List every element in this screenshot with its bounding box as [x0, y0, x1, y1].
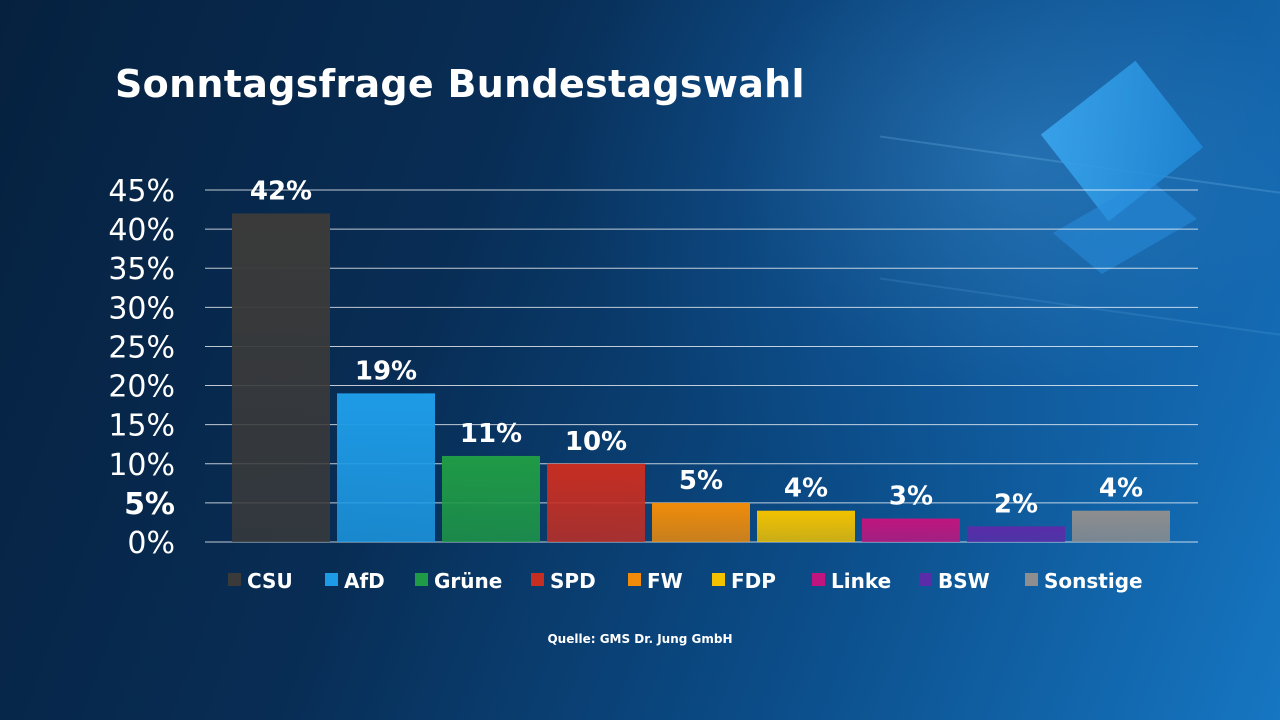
legend-label: Grüne	[434, 569, 502, 593]
y-tick-label: 45%	[108, 174, 175, 209]
data-label: 10%	[565, 427, 627, 457]
legend-swatch	[628, 573, 641, 586]
legend-label: Sonstige	[1044, 569, 1143, 593]
legend-swatch	[415, 573, 428, 586]
bar-bsw	[967, 526, 1065, 542]
legend-label: SPD	[550, 569, 596, 593]
y-tick-label: 10%	[108, 448, 175, 483]
y-tick-label: 15%	[108, 409, 175, 444]
y-tick-label: 0%	[127, 526, 175, 561]
background-glow	[560, 0, 1280, 520]
data-label: 4%	[1099, 474, 1143, 504]
data-label: 42%	[250, 176, 312, 206]
legend-label: FDP	[731, 569, 776, 593]
legend-swatch	[812, 573, 825, 586]
legend-label: Linke	[831, 569, 891, 593]
data-label: 2%	[994, 489, 1038, 519]
bar-sonstige	[1072, 510, 1170, 542]
bar-grüne	[442, 455, 540, 542]
source-note: Quelle: GMS Dr. Jung GmbH	[547, 632, 733, 646]
data-label: 3%	[889, 482, 933, 512]
data-label: 19%	[355, 356, 417, 386]
bar-spd	[547, 463, 645, 542]
bar-afd	[337, 393, 435, 542]
legend-swatch	[228, 573, 241, 586]
legend-swatch	[325, 573, 338, 586]
bar-fw	[652, 502, 750, 542]
legend-label: AfD	[344, 569, 385, 593]
y-tick-label: 35%	[108, 252, 175, 287]
bar-fdp	[757, 510, 855, 542]
data-label: 4%	[784, 474, 828, 504]
y-tick-label: 40%	[108, 213, 175, 248]
y-tick-label: 20%	[108, 370, 175, 405]
legend-label: FW	[647, 569, 683, 593]
legend-label: CSU	[247, 569, 293, 593]
data-label: 11%	[460, 419, 522, 449]
y-tick-label: 30%	[108, 291, 175, 326]
bar-linke	[862, 518, 960, 542]
legend-swatch	[712, 573, 725, 586]
data-label: 5%	[679, 466, 723, 496]
legend-swatch	[531, 573, 544, 586]
legend-label: BSW	[938, 569, 990, 593]
y-tick-label: 5%	[124, 487, 175, 522]
y-tick-label: 25%	[108, 330, 175, 365]
legend-swatch	[1025, 573, 1038, 586]
legend-swatch	[919, 573, 932, 586]
chart-title: Sonntagsfrage Bundestagswahl	[115, 62, 805, 106]
bar-csu	[232, 213, 330, 542]
